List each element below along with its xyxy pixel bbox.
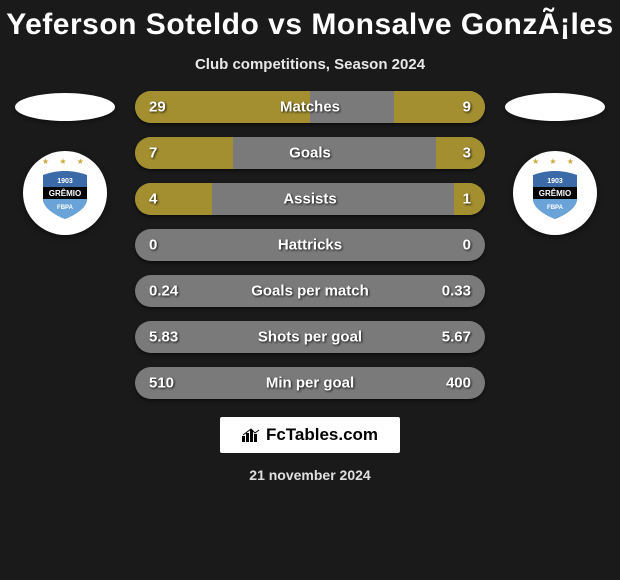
stat-label: Goals [289,145,331,162]
stat-label: Assists [283,191,336,208]
svg-text:GRÊMIO: GRÊMIO [539,189,571,198]
stat-value-right: 9 [463,99,471,116]
player-photo-placeholder-left [15,93,115,121]
brand-text: FcTables.com [266,425,378,445]
stat-value-right: 400 [446,375,471,392]
stat-value-right: 5.67 [442,329,471,346]
stat-fill-left [135,183,212,215]
bar-chart-icon [242,428,260,442]
stat-value-left: 4 [149,191,157,208]
star-icon: ★ ★ ★ [521,157,589,166]
club-crest-left: ★ ★ ★ 1903 GRÊMIO FBPA [23,151,107,235]
stat-label: Matches [280,99,340,116]
stat-row: 5.83 Shots per goal 5.67 [135,321,485,353]
stat-value-left: 0 [149,237,157,254]
date-text: 21 november 2024 [249,467,370,483]
season-subtitle: Club competitions, Season 2024 [195,56,425,73]
shield-icon: 1903 GRÊMIO FBPA [529,169,581,221]
svg-text:1903: 1903 [547,178,563,185]
stat-fill-right [436,137,485,169]
stat-label: Hattricks [278,237,342,254]
stat-value-left: 29 [149,99,166,116]
infographic-container: Yeferson Soteldo vs Monsalve GonzÃ¡les C… [0,0,620,580]
stat-row: 0 Hattricks 0 [135,229,485,261]
stat-value-right: 0.33 [442,283,471,300]
main-row: ★ ★ ★ 1903 GRÊMIO FBPA 29 Matches 9 7 Goals 3… [0,91,620,399]
club-crest-right: ★ ★ ★ 1903 GRÊMIO FBPA [513,151,597,235]
stat-label: Goals per match [251,283,369,300]
stat-value-left: 0.24 [149,283,178,300]
stat-value-left: 7 [149,145,157,162]
stat-row: 0.24 Goals per match 0.33 [135,275,485,307]
stat-value-right: 1 [463,191,471,208]
stat-value-right: 3 [463,145,471,162]
star-icon: ★ ★ ★ [31,157,99,166]
stat-value-left: 510 [149,375,174,392]
player-photo-placeholder-right [505,93,605,121]
stat-fill-right [394,91,485,123]
shield-icon: 1903 GRÊMIO FBPA [39,169,91,221]
svg-text:GRÊMIO: GRÊMIO [49,189,81,198]
stat-row: 4 Assists 1 [135,183,485,215]
stat-value-left: 5.83 [149,329,178,346]
stats-column: 29 Matches 9 7 Goals 3 4 Assists 1 0 Hattricks 0 0.2… [135,91,485,399]
stat-row: 510 Min per goal 400 [135,367,485,399]
left-player-col: ★ ★ ★ 1903 GRÊMIO FBPA [5,91,125,235]
right-player-col: ★ ★ ★ 1903 GRÊMIO FBPA [495,91,615,235]
svg-text:FBPA: FBPA [57,205,74,211]
svg-text:1903: 1903 [57,178,73,185]
brand-badge: FcTables.com [220,417,400,453]
stat-label: Min per goal [266,375,354,392]
stat-value-right: 0 [463,237,471,254]
stat-label: Shots per goal [258,329,362,346]
stat-row: 7 Goals 3 [135,137,485,169]
svg-text:FBPA: FBPA [547,205,564,211]
comparison-title: Yeferson Soteldo vs Monsalve GonzÃ¡les [6,8,614,42]
stat-row: 29 Matches 9 [135,91,485,123]
